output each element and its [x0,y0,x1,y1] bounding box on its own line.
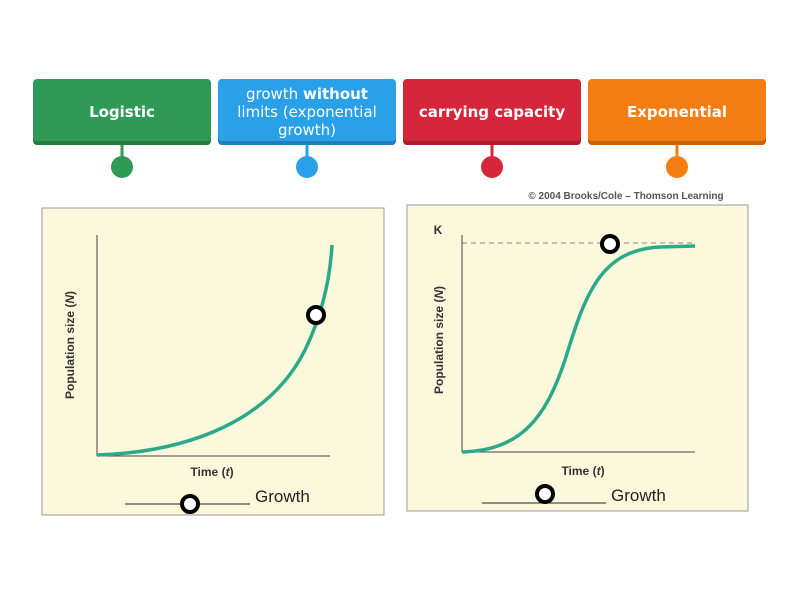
text-part: Time ( [190,465,225,479]
tile-label-part: limits (exponential growth) [237,103,377,139]
text-part: ) [601,464,605,478]
x-axis-label: Time (t) [190,465,233,479]
text-part: N [432,290,446,299]
text-part: Time ( [561,464,596,478]
text-part: ) [63,291,77,295]
tile-label: growth without limits (exponential growt… [228,85,386,139]
text-part: Population size ( [432,299,446,394]
answer-tile[interactable]: carrying capacity [403,79,581,145]
tile-label-part: without [302,85,368,103]
growth-label: Growth [255,487,310,506]
graph-panel [406,204,749,512]
text-part: t [226,465,231,479]
text-part: N [63,295,77,304]
text-part: Population size ( [63,304,77,399]
curve [461,244,696,454]
text-part: ) [230,465,234,479]
answer-tile[interactable]: growth without limits (exponential growt… [218,79,396,145]
tile-pins [111,145,688,178]
answer-tile[interactable]: Exponential [588,79,766,145]
drop-target[interactable] [535,484,555,504]
answer-tile[interactable]: Logistic [33,79,211,145]
x-axis-label: Time (t) [561,464,604,478]
curve [96,244,334,457]
tile-label: Logistic [89,103,155,121]
k-label: K [434,223,443,237]
credit: © 2004 Brooks/Cole – Thomson Learning [528,191,723,202]
y-axis-label: Population size (N) [63,291,77,399]
tile-label: Exponential [626,103,728,121]
text-part: t [597,464,602,478]
y-axis-label: Population size (N) [432,286,446,394]
drop-target[interactable] [180,494,200,514]
graph-panel [41,207,385,516]
tile-label: carrying capacity [418,103,566,121]
drop-target[interactable] [306,305,326,325]
growth-label: Growth [611,486,666,505]
text-part: ) [432,286,446,290]
tile-label-part: growth [246,85,303,103]
drop-target[interactable] [600,234,620,254]
